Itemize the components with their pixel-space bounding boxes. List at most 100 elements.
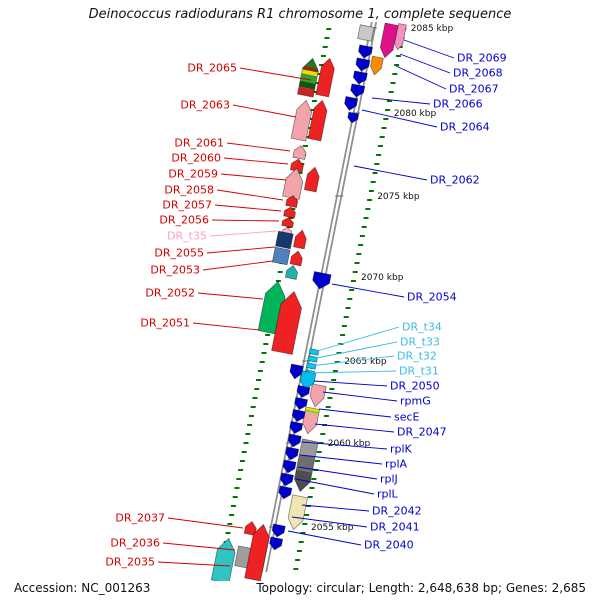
label-leader-line — [318, 408, 392, 418]
gene-glyph[interactable] — [378, 22, 399, 59]
gene-label[interactable]: DR_2036 — [110, 537, 160, 550]
gene-glyph[interactable] — [291, 408, 306, 422]
gene-glyph[interactable] — [287, 433, 302, 448]
gene-glyph[interactable] — [290, 99, 314, 142]
green-tick — [370, 181, 376, 183]
gene-glyph[interactable] — [369, 55, 384, 76]
gene-glyph[interactable] — [289, 363, 304, 380]
gene-glyph[interactable] — [343, 95, 359, 111]
gene-label[interactable]: DR_2060 — [171, 152, 221, 165]
gene-glyph[interactable] — [283, 206, 297, 219]
green-tick — [379, 136, 385, 138]
gene-glyph[interactable] — [357, 44, 374, 59]
green-tick — [241, 451, 247, 453]
gene-label[interactable]: rplJ — [380, 473, 398, 486]
gene-glyph[interactable] — [271, 246, 291, 266]
green-tick — [254, 388, 260, 390]
gene-glyph[interactable] — [347, 111, 360, 124]
gene-label[interactable]: DR_2069 — [457, 52, 507, 65]
gene-label[interactable]: DR_2066 — [433, 98, 483, 111]
green-tick — [325, 406, 331, 408]
green-tick — [296, 550, 302, 552]
gene-label[interactable]: DR_2051 — [140, 317, 190, 330]
gene-label[interactable]: rplA — [385, 458, 408, 471]
gene-label[interactable]: DR_2058 — [164, 184, 214, 197]
gene-glyph[interactable] — [285, 446, 300, 461]
gene-glyph[interactable] — [271, 523, 286, 538]
gene-label[interactable]: DR_2061 — [174, 137, 224, 150]
gene-label[interactable]: DR_2054 — [407, 291, 457, 304]
gene-glyph[interactable] — [292, 229, 307, 250]
gene-label[interactable]: DR_2047 — [397, 426, 447, 439]
gene-glyph[interactable] — [289, 158, 304, 173]
gene-label[interactable]: DR_2050 — [390, 380, 440, 393]
gene-glyph[interactable] — [282, 459, 297, 474]
green-tick — [265, 334, 271, 336]
gene-glyph[interactable] — [315, 57, 336, 98]
gene-glyph[interactable] — [294, 396, 309, 410]
gene-label[interactable]: DR_2041 — [370, 521, 420, 534]
gene-label[interactable]: DR_2035 — [105, 556, 155, 569]
gene-label[interactable]: DR_2067 — [449, 83, 499, 96]
gene-label[interactable]: DR_t35 — [167, 230, 207, 243]
gene-glyph[interactable] — [286, 494, 308, 531]
gene-glyph[interactable] — [279, 472, 294, 487]
green-tick — [320, 433, 326, 435]
gene-glyph[interactable] — [243, 521, 257, 536]
gene-label[interactable]: DR_2040 — [364, 539, 414, 552]
gene-label[interactable]: DR_t32 — [397, 350, 437, 363]
gene-label[interactable]: DR_2064 — [440, 121, 490, 134]
green-tick — [295, 559, 301, 561]
gene-label[interactable]: rplK — [390, 443, 413, 456]
gene-label[interactable]: DR_2042 — [372, 505, 422, 518]
gene-label[interactable]: DR_2057 — [162, 199, 212, 212]
gene-glyph[interactable] — [357, 24, 375, 42]
gene-label[interactable]: DR_2062 — [430, 174, 480, 187]
gene-glyph[interactable] — [284, 265, 298, 280]
gene-glyph[interactable] — [350, 83, 366, 98]
gene-label[interactable]: DR_2068 — [453, 67, 503, 80]
gene-label[interactable]: secE — [394, 411, 420, 424]
gene-label[interactable]: DR_2052 — [145, 287, 195, 300]
gene-glyph[interactable] — [311, 271, 332, 290]
gene-glyph[interactable] — [289, 420, 304, 434]
gene-glyph[interactable] — [285, 195, 299, 208]
gene-glyph[interactable] — [394, 22, 407, 51]
gene-glyph[interactable] — [278, 485, 293, 500]
gene-label[interactable]: DR_2056 — [159, 214, 209, 227]
label-leader-line — [206, 246, 276, 254]
gene-label[interactable]: DR_t34 — [402, 321, 442, 334]
gene-label[interactable]: rpmG — [400, 395, 431, 408]
gene-glyph[interactable] — [210, 537, 237, 584]
green-tick — [347, 298, 353, 300]
gene-glyph[interactable] — [244, 523, 272, 582]
gene-glyph[interactable] — [303, 166, 320, 193]
label-leader-line — [192, 322, 260, 331]
gene-glyph[interactable] — [282, 167, 306, 200]
green-tick — [316, 451, 322, 453]
gene-glyph[interactable] — [292, 438, 319, 494]
gene-label[interactable]: DR_t33 — [400, 336, 440, 349]
gene-label[interactable]: DR_2065 — [187, 62, 237, 75]
gene-glyph[interactable] — [352, 70, 368, 85]
gene-label[interactable]: DR_2055 — [154, 247, 204, 260]
gene-label[interactable]: DR_2037 — [115, 512, 165, 525]
label-leader-line — [287, 530, 362, 546]
gene-glyph[interactable] — [271, 290, 305, 355]
gene-glyph[interactable] — [308, 383, 327, 408]
gene-glyph[interactable] — [355, 57, 371, 72]
gene-label[interactable]: DR_2053 — [150, 264, 200, 277]
gene-glyph[interactable] — [292, 144, 307, 161]
gene-label[interactable]: DR_2063 — [180, 99, 230, 112]
gene-label[interactable]: DR_2059 — [168, 168, 218, 181]
green-tick — [319, 64, 325, 66]
gene-glyph[interactable] — [289, 250, 304, 267]
gene-glyph[interactable] — [269, 536, 284, 551]
gene-glyph[interactable] — [275, 230, 294, 250]
gene-glyph[interactable] — [281, 217, 295, 228]
gene-glyph[interactable] — [307, 99, 329, 142]
gene-glyph[interactable] — [296, 384, 311, 398]
green-tick — [304, 514, 310, 516]
gene-label[interactable]: DR_t31 — [399, 365, 439, 378]
gene-label[interactable]: rplL — [377, 488, 399, 501]
